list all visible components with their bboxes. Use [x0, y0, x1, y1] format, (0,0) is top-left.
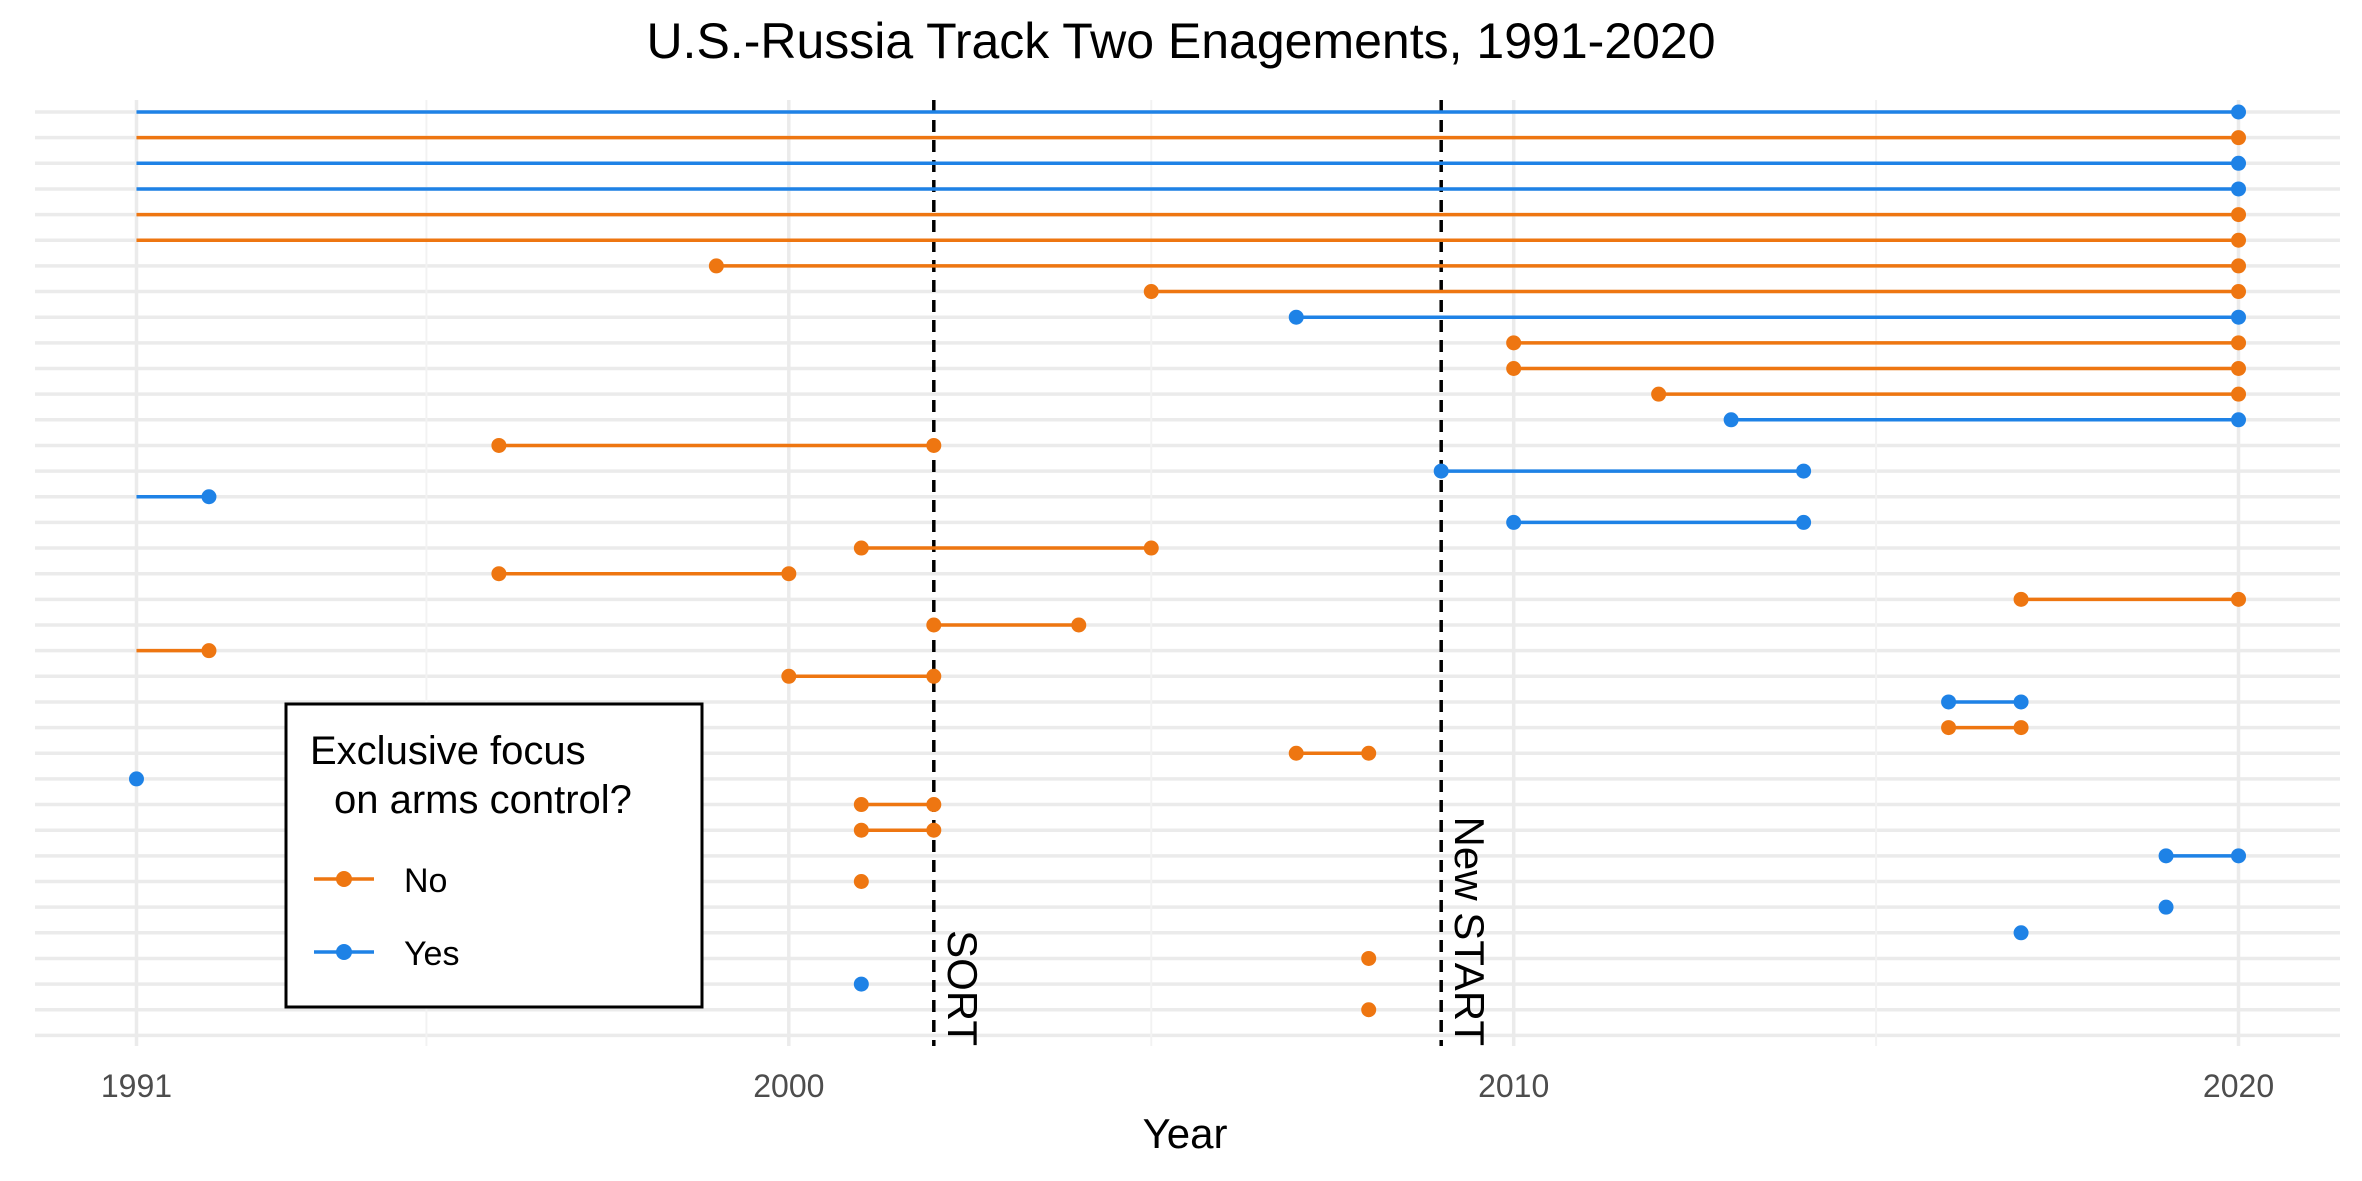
engagement-end-point	[2231, 104, 2247, 120]
engagement-start-point	[1651, 386, 1667, 402]
engagement-start-point	[853, 976, 869, 992]
chart-title: U.S.-Russia Track Two Enagements, 1991-2…	[646, 13, 1715, 69]
engagement-start-point	[2013, 591, 2029, 607]
engagement-start-point	[926, 617, 942, 633]
engagement-end-point	[926, 437, 942, 453]
engagement-end-point	[2231, 591, 2247, 607]
engagement-start-point	[1288, 745, 1304, 761]
legend-yes-point	[336, 944, 352, 960]
engagement-start-point	[1288, 309, 1304, 325]
legend-title-line1: Exclusive focus	[310, 729, 586, 773]
engagement-end-point	[201, 643, 217, 659]
engagement-start-point	[2158, 848, 2174, 864]
engagement-end-point	[2231, 361, 2247, 376]
x-tick-label: 2010	[1478, 1068, 1549, 1104]
legend-entry-yes: Yes	[314, 935, 459, 973]
engagement-start-point	[1361, 950, 1377, 966]
x-tick-label: 2000	[753, 1068, 824, 1104]
engagement-end-point	[2231, 284, 2247, 300]
engagement-end-point	[2231, 181, 2247, 197]
x-tick-label: 2020	[2203, 1068, 2274, 1104]
legend-entry-no: No	[314, 862, 447, 900]
reference-lines: SORT New START	[932, 100, 1493, 1046]
legend-no-label: No	[404, 862, 447, 900]
engagement-start-point	[1723, 412, 1739, 428]
engagement-start-point	[1506, 514, 1522, 530]
engagement-end-point	[2231, 258, 2247, 274]
reference-line-label: New START	[1446, 817, 1493, 1046]
legend-title-line2: on arms control?	[334, 778, 632, 822]
x-axis-label: Year	[1143, 1110, 1228, 1157]
legend-frame	[284, 702, 704, 1009]
engagement-end-point	[2231, 412, 2247, 428]
engagement-end-point	[1071, 617, 1087, 633]
engagement-end-point	[1361, 745, 1377, 761]
engagement-start-point	[853, 822, 869, 838]
engagement-end-point	[2013, 720, 2029, 736]
engagement-start-point	[853, 874, 869, 889]
engagement-end-point	[926, 822, 942, 838]
engagement-end-point	[2013, 694, 2029, 710]
engagement-start-point	[853, 540, 869, 556]
engagement-start-point	[1506, 335, 1522, 351]
engagement-start-point	[128, 771, 144, 787]
engagement-end-point	[2231, 335, 2247, 351]
engagement-start-point	[491, 437, 507, 453]
reference-line-label: SORT	[939, 930, 986, 1046]
engagement-start-point	[491, 566, 507, 582]
engagement-start-point	[2158, 899, 2174, 915]
engagement-start-point	[1941, 694, 1957, 710]
x-tick-label: 1991	[101, 1068, 172, 1104]
engagement-end-point	[781, 566, 797, 582]
engagement-end-point	[2231, 309, 2247, 325]
engagement-end-point	[1796, 514, 1812, 530]
engagement-start-point	[708, 258, 724, 274]
engagement-series	[128, 104, 2247, 1018]
legend: Exclusive focus on arms control? No Yes	[284, 702, 704, 1009]
engagement-start-point	[1143, 284, 1159, 300]
engagement-end-point	[201, 489, 217, 505]
x-axis: 1991 2000 2010 2020	[101, 1068, 2274, 1104]
engagement-end-point	[926, 797, 942, 813]
engagement-end-point	[2231, 130, 2247, 146]
engagement-start-point	[1361, 1002, 1377, 1018]
legend-yes-label: Yes	[404, 935, 459, 973]
engagement-end-point	[1143, 540, 1159, 556]
engagement-start-point	[781, 668, 797, 684]
engagement-end-point	[2231, 848, 2247, 864]
engagement-end-point	[2231, 155, 2247, 171]
engagement-end-point	[926, 668, 942, 684]
engagement-end-point	[2231, 386, 2247, 402]
engagement-start-point	[1433, 463, 1449, 479]
legend-no-point	[336, 871, 352, 887]
engagement-start-point	[2013, 925, 2029, 941]
engagement-end-point	[2231, 232, 2247, 248]
engagement-end-point	[2231, 207, 2247, 223]
engagement-end-point	[1796, 463, 1812, 479]
engagement-start-point	[1506, 361, 1522, 376]
engagement-start-point	[1941, 720, 1957, 736]
engagement-start-point	[853, 797, 869, 813]
